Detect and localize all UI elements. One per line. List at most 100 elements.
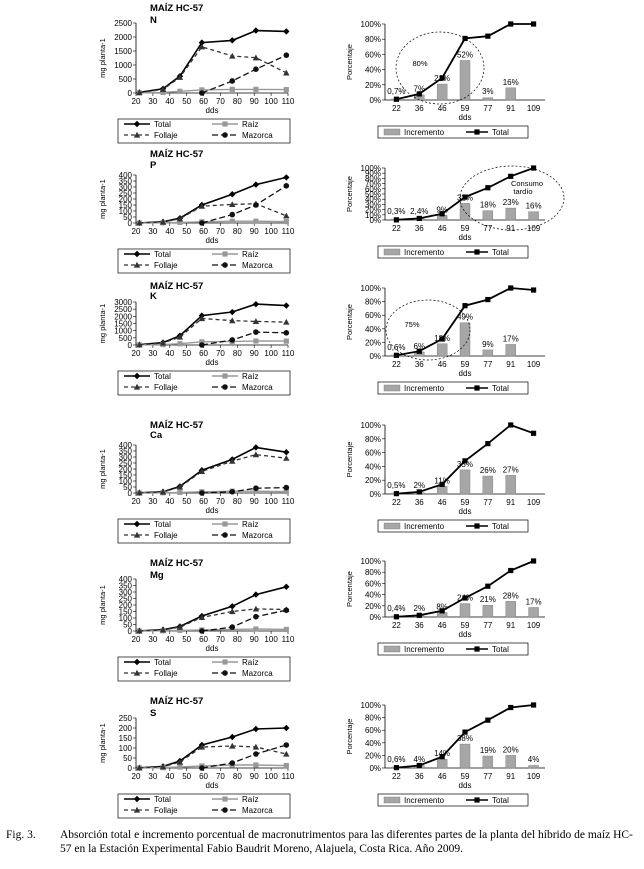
bar1-circle <box>459 165 565 231</box>
bar4-legend-label-0: Incremento <box>404 645 445 654</box>
line0-xtick-label-3: 50 <box>182 97 191 106</box>
bar0-bar-5 <box>505 87 516 101</box>
line2-series-2-point-4 <box>229 317 236 324</box>
line1-nutrient: P <box>150 160 157 171</box>
bar4-xtick-label-3: 59 <box>461 621 470 630</box>
line2-legend-box <box>117 370 291 396</box>
line0-ytick-label-3: 1500 <box>114 47 132 56</box>
line5-xtick-label-0: 20 <box>132 772 141 781</box>
line5-xtick-label-9: 110 <box>282 772 295 781</box>
bar1-ytick-label-9: 90% <box>365 169 381 178</box>
line0-legend-marker-0 <box>133 120 141 128</box>
bar4-xtick-label-1: 36 <box>415 621 424 630</box>
line3-series-2-point-3 <box>198 468 206 474</box>
bar3-bar-label-2: 11% <box>434 476 449 485</box>
line5-legend-label-1: Raíz <box>242 795 258 804</box>
line3-xtick-label-2: 40 <box>165 497 174 506</box>
line3-legend-label-0: Total <box>154 520 171 529</box>
bar3-bar-4 <box>482 475 494 495</box>
bar2-ytick-label-5: 100% <box>361 284 381 293</box>
bar4-xtick-label-6: 109 <box>527 621 541 630</box>
line5-legend-label-0: Total <box>154 795 171 804</box>
line4-legend-box <box>117 656 291 682</box>
bar3-ytick-label-0: 0% <box>369 490 381 499</box>
bar4-bar-label-1: 2% <box>414 604 426 613</box>
bar5-legend-marker-1 <box>474 797 480 803</box>
line5-series-3-point-0 <box>199 765 205 771</box>
line5-xlabel: dds <box>206 781 219 790</box>
line3-series-2-point-2 <box>176 483 184 490</box>
bar5-xtick-label-4: 77 <box>483 772 492 781</box>
bar1-bar-3 <box>459 203 471 221</box>
bar5-legend-swatch-0 <box>383 796 401 804</box>
bar4-ytick-label-3: 60% <box>365 579 381 588</box>
line2-xtick-label-1: 30 <box>148 349 157 358</box>
line1-ytick-label-6: 300 <box>119 183 133 192</box>
bar3-total-point-0 <box>393 491 400 497</box>
bar4-xtick-label-2: 46 <box>438 621 447 630</box>
bar3-xtick-label-1: 36 <box>415 498 424 507</box>
line0-series-2-point-0 <box>136 89 143 96</box>
bar1-bar-label-5: 23% <box>503 198 519 207</box>
bar1-ytick-label-3: 30% <box>365 200 381 209</box>
bar5-bar-label-6: 4% <box>528 755 540 764</box>
line4-series-2-point-1 <box>159 626 167 633</box>
line4-ytick-label-3: 150 <box>119 608 133 617</box>
line1-title: MAÍZ HC-57 <box>150 149 203 160</box>
line2-series-2-point-3 <box>198 315 206 322</box>
bar4-legend-label-1: Total <box>492 645 509 654</box>
line0-legend-marker-2 <box>133 131 141 138</box>
bar5-bar-label-0: 0,6% <box>387 755 405 764</box>
bar0-xtick-label-1: 36 <box>415 104 424 113</box>
line4-ytick-label-6: 300 <box>119 588 133 597</box>
bar0-legend-label-1: Total <box>492 128 509 137</box>
bar0-ytick-label-0: 0% <box>369 96 381 105</box>
line2-xtick-label-3: 50 <box>182 349 191 358</box>
line1-ytick-label-1: 50 <box>123 213 132 222</box>
bar1-total-point-2 <box>439 211 445 217</box>
line4-legend-label-3: Mazorca <box>242 669 273 678</box>
bar5-bar-6 <box>528 765 539 769</box>
line0-legend-label-1: Raíz <box>242 120 258 129</box>
bar5-ylabel: Porcentaje <box>345 719 354 755</box>
bar4-legend-swatch-0 <box>383 645 401 653</box>
line5-xtick-label-6: 80 <box>233 772 242 781</box>
line0-series-0-point-6 <box>283 28 290 35</box>
line2-xtick-label-5: 70 <box>216 349 225 358</box>
line2-series-0-line <box>139 303 287 346</box>
bar0-ytick-label-3: 60% <box>365 50 381 59</box>
line3-ytick-label-5: 250 <box>119 459 133 468</box>
line0-series-3-line <box>201 54 287 94</box>
line3-xtick-label-6: 80 <box>233 497 242 506</box>
line3-series-0-point-6 <box>283 449 290 456</box>
line1-series-1-point-5 <box>253 218 259 224</box>
line5-series-2-point-3 <box>198 743 206 750</box>
bar0-legend-marker-1 <box>474 129 480 135</box>
bar5-total-point-3 <box>462 729 468 735</box>
line3-xtick-label-8: 100 <box>264 497 278 506</box>
bar0-total-point-3 <box>462 35 468 42</box>
bar3-ytick-label-2: 40% <box>365 462 381 471</box>
line1-series-3-point-2 <box>253 202 259 208</box>
bar2-ylabel: Porcentaje <box>345 304 354 340</box>
line0-xlabel: dds <box>206 106 219 115</box>
line4-legend-marker-1 <box>222 659 228 665</box>
line5-legend-label-3: Mazorca <box>242 806 273 815</box>
bar4-bar-label-6: 17% <box>526 597 542 606</box>
line3-ytick-label-1: 50 <box>123 483 132 492</box>
bar3-xlabel: dds <box>459 507 472 516</box>
line2-legend-label-2: Follaje <box>154 383 178 392</box>
line4-series-1-point-2 <box>177 627 183 633</box>
line3-series-2-point-5 <box>252 451 260 458</box>
line3-ytick-label-4: 200 <box>119 465 133 474</box>
bar4-total-point-0 <box>393 614 400 620</box>
bar4-xlabel: dds <box>459 630 472 639</box>
line0-xtick-label-1: 30 <box>148 97 157 106</box>
line5-xtick-label-7: 90 <box>250 772 259 781</box>
bar2-total-point-5 <box>508 285 514 291</box>
line4-series-2-point-3 <box>198 614 206 620</box>
line4-legend-marker-2 <box>133 669 141 676</box>
line4-series-3-point-0 <box>199 628 205 634</box>
line0-ylabel: mg planta-1 <box>98 38 107 78</box>
bar1-bar-4 <box>482 210 494 221</box>
